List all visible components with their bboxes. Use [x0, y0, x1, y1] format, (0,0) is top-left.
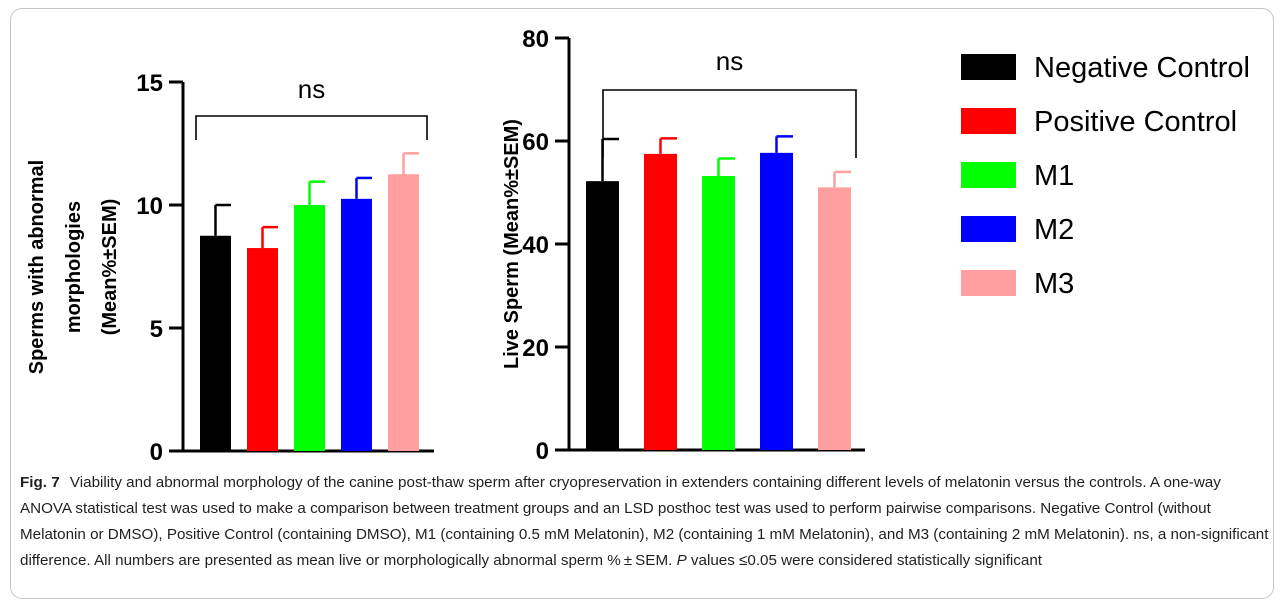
y-axis-label: Live Sperm (Mean%±SEM) [501, 119, 523, 369]
legend-swatch [961, 270, 1016, 296]
bar-5 [818, 187, 851, 450]
legend-label: M1 [1034, 160, 1074, 192]
legend-label: Negative Control [1034, 52, 1250, 84]
significance-label: ns [716, 46, 743, 76]
significance-bracket [602, 89, 857, 158]
chart-2: 0 20 40 60 80 ns Live Sperm (Mean%±SEM) [501, 26, 865, 465]
y-tick-label: 5 [150, 316, 163, 343]
y-tick-label: 40 [522, 232, 549, 259]
legend-label: M2 [1034, 214, 1074, 246]
y-tick-label: 0 [536, 438, 549, 465]
figure-label: Fig. 7 [20, 474, 60, 491]
y-axis-label: Sperms with abnormal [26, 160, 48, 375]
y-tick-label: 0 [150, 439, 163, 466]
y-tick-label: 10 [136, 193, 163, 220]
bar-3 [702, 176, 735, 450]
bar-3 [294, 205, 325, 451]
chart-1: 0 5 10 15 ns Sperms with abnormal morphologies… [26, 70, 434, 466]
legend-swatch [961, 216, 1016, 242]
bar-2 [644, 153, 677, 450]
caption-text: Viability and abnormal morphology of the… [20, 474, 1269, 569]
bar-1 [200, 235, 231, 451]
bar-2 [247, 248, 278, 451]
y-tick-label: 15 [136, 70, 163, 97]
caption-p-symbol: P [676, 552, 687, 569]
figure-caption: Fig. 7 Viability and abnormal morphology… [20, 470, 1270, 574]
bar-5 [388, 174, 419, 451]
bar-1 [586, 181, 619, 451]
legend-swatch [961, 54, 1016, 80]
y-tick-label: 80 [522, 26, 549, 53]
significance-bracket [195, 115, 428, 140]
legend-label: M3 [1034, 268, 1074, 300]
figure-charts: 0 5 10 15 ns Sperms with abnormal morphologies… [26, 26, 1250, 466]
y-tick-label: 60 [522, 129, 549, 156]
significance-label: ns [298, 74, 325, 104]
legend-label: Positive Control [1034, 106, 1237, 138]
bar-4 [760, 152, 793, 450]
y-axis-label: (Mean%±SEM) [99, 199, 121, 336]
bar-4 [341, 198, 372, 451]
figure-frame [10, 8, 1274, 599]
legend-swatch [961, 108, 1016, 134]
legend-swatch [961, 162, 1016, 188]
y-axis-label: morphologies [63, 201, 85, 333]
y-tick-label: 20 [522, 335, 549, 362]
legend: Negative Control Positive Control M1 M2 M3 [961, 52, 1250, 300]
caption-text-end: values ≤0.05 were considered statistical… [686, 552, 1042, 569]
